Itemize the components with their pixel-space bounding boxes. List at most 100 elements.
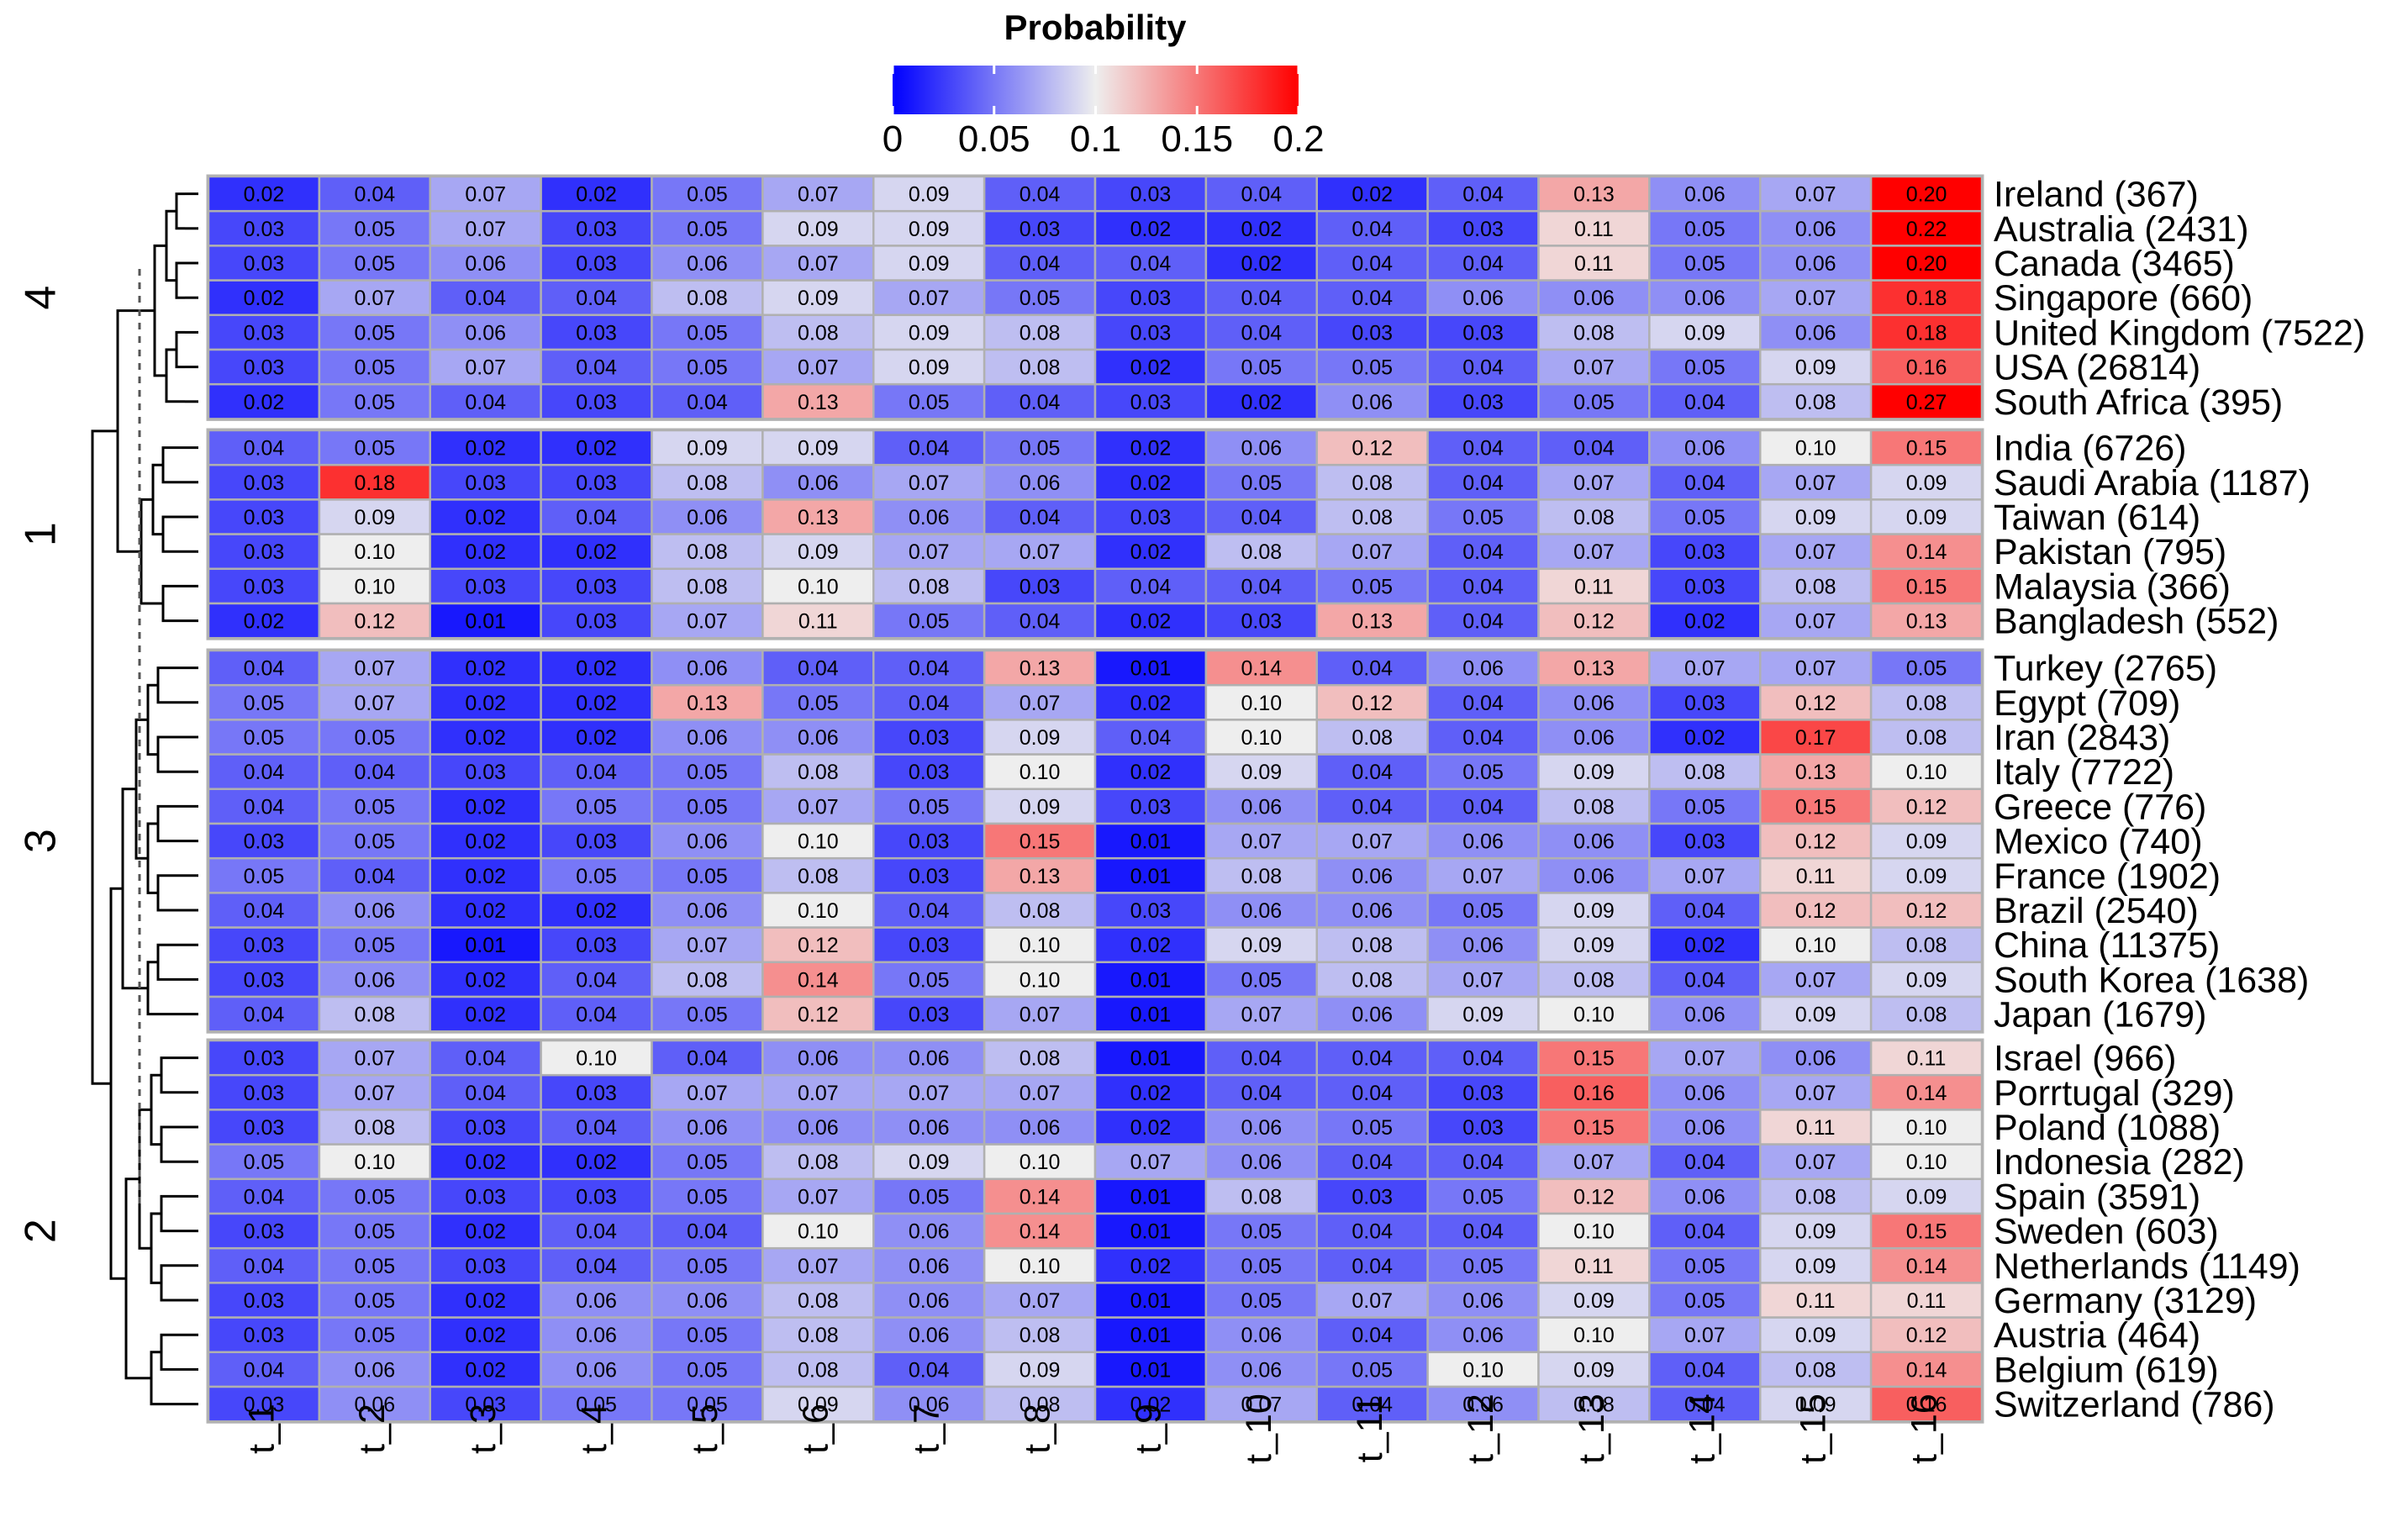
cell-value-label: 0.09 — [1573, 1289, 1615, 1313]
cell-value-label: 0.04 — [465, 391, 506, 414]
cell-value-label: 0.03 — [1130, 795, 1172, 819]
row-label: Sweden (603) — [1994, 1212, 2219, 1252]
cell-value-label: 0.07 — [1241, 830, 1282, 854]
cell-value-label: 0.02 — [576, 726, 617, 750]
cell-value-label: 0.07 — [798, 1185, 839, 1209]
cell-value-label: 0.03 — [465, 471, 506, 495]
heatmap-cell — [1426, 382, 1540, 420]
cell-value-label: 0.05 — [687, 1151, 728, 1174]
heatmap-cell — [761, 279, 875, 317]
cell-value-label: 0.04 — [909, 1358, 950, 1382]
cell-value-label: 0.05 — [909, 391, 950, 414]
cell-value-label: 0.09 — [909, 321, 950, 345]
heatmap-cell — [1426, 649, 1540, 687]
cell-value-label: 0.14 — [798, 968, 839, 992]
cell-value-label: 0.06 — [687, 1116, 728, 1140]
heatmap-cell — [318, 995, 431, 1033]
cell-value-label: 0.13 — [798, 506, 839, 529]
cell-value-label: 0.06 — [354, 1358, 395, 1382]
cell-value-label: 0.03 — [1130, 899, 1172, 923]
heatmap-cell — [1315, 1385, 1429, 1423]
cell-value-label: 0.04 — [1352, 657, 1393, 681]
column-label: t_9 — [1128, 1404, 1168, 1454]
heatmap-cell — [1759, 463, 1873, 501]
cell-value-label: 0.07 — [1020, 1004, 1061, 1027]
heatmap-cell — [1537, 279, 1651, 317]
cell-value-label: 0.03 — [465, 1255, 506, 1278]
cell-value-label: 0.06 — [1241, 1151, 1282, 1174]
cell-value-label: 0.05 — [244, 1151, 285, 1174]
dendrogram-branch — [161, 446, 171, 484]
cell-value-label: 0.10 — [798, 899, 839, 923]
cell-value-label: 0.05 — [687, 218, 728, 241]
cell-value-label: 0.04 — [1462, 471, 1504, 495]
cell-value-label: 0.03 — [244, 830, 285, 854]
cell-value-label: 0.04 — [1352, 1324, 1393, 1347]
cell-value-label: 0.03 — [244, 1047, 285, 1071]
heatmap-cell — [1869, 1385, 1984, 1423]
heatmap-cell — [761, 382, 875, 420]
cell-value-label: 0.18 — [354, 471, 395, 495]
heatmap-cell — [318, 753, 431, 791]
cell-value-label: 0.01 — [465, 610, 506, 634]
heatmap-cell — [872, 892, 986, 929]
cell-value-label: 0.04 — [909, 692, 950, 715]
cell-value-label: 0.09 — [909, 252, 950, 276]
heatmap-cell — [761, 856, 875, 894]
heatmap-cell — [1093, 567, 1208, 605]
cell-value-label: 0.08 — [1795, 575, 1836, 598]
cell-value-label: 0.05 — [687, 761, 728, 784]
cell-value-label: 0.03 — [244, 575, 285, 598]
cell-value-label: 0.05 — [354, 726, 395, 750]
cell-value-label: 0.08 — [1352, 726, 1393, 750]
heatmap-cell — [540, 602, 653, 640]
cell-value-label: 0.05 — [1241, 1220, 1282, 1244]
cell-value-label: 0.20 — [1906, 183, 1947, 207]
cell-value-label: 0.06 — [1684, 287, 1726, 310]
cell-value-label: 0.10 — [1020, 968, 1061, 992]
cell-value-label: 0.18 — [1906, 321, 1947, 345]
heatmap-cell — [540, 175, 653, 213]
cell-value-label: 0.04 — [1352, 1393, 1393, 1417]
cell-value-label: 0.06 — [909, 1047, 950, 1071]
heatmap-cell — [1204, 533, 1318, 571]
cell-value-label: 0.04 — [1684, 899, 1726, 923]
cell-value-label: 0.05 — [1241, 1255, 1282, 1278]
cell-value-label: 0.02 — [465, 657, 506, 681]
row-label: Taiwan (614) — [1994, 498, 2200, 538]
cell-value-label: 0.07 — [1020, 1082, 1061, 1105]
dendrogram-branch — [160, 1194, 170, 1233]
cell-value-label: 0.02 — [1684, 726, 1726, 750]
cell-value-label: 0.07 — [687, 1082, 728, 1105]
cell-value-label: 0.02 — [576, 437, 617, 461]
cell-value-label: 0.07 — [465, 356, 506, 380]
heatmap-cell — [1426, 313, 1540, 351]
cell-value-label: 0.11 — [1796, 1289, 1836, 1313]
cell-value-label: 0.11 — [1907, 1047, 1947, 1071]
cell-value-label: 0.08 — [1573, 506, 1615, 529]
cell-value-label: 0.02 — [465, 865, 506, 888]
heatmap-cell — [1426, 1073, 1540, 1111]
cell-value-label: 0.01 — [1130, 1185, 1172, 1209]
cell-value-label: 0.04 — [1241, 1047, 1282, 1071]
cell-value-label: 0.04 — [1352, 761, 1393, 784]
cell-value-label: 0.02 — [576, 1151, 617, 1174]
cell-value-label: 0.03 — [576, 1082, 617, 1105]
cell-value-label: 0.03 — [244, 471, 285, 495]
heatmap-cell — [1426, 995, 1540, 1033]
cell-value-label: 0.03 — [1352, 1185, 1393, 1209]
cell-value-label: 0.02 — [465, 830, 506, 854]
cell-value-label: 0.03 — [1684, 830, 1726, 854]
cell-value-label: 0.04 — [1352, 218, 1393, 241]
heatmap-cell — [1648, 382, 1762, 420]
cell-value-label: 0.05 — [687, 1004, 728, 1027]
cell-value-label: 0.03 — [1130, 287, 1172, 310]
heatmap-cell — [1204, 683, 1318, 721]
heatmap-cell — [540, 463, 653, 501]
cell-value-label: 0.03 — [465, 761, 506, 784]
cell-value-label: 0.13 — [1020, 657, 1061, 681]
column-label: t_15 — [1794, 1393, 1834, 1464]
row-label: France (1902) — [1994, 856, 2221, 897]
heatmap-cell — [318, 498, 431, 535]
